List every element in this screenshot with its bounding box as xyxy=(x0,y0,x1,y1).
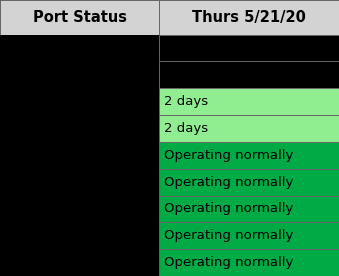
Bar xyxy=(0,115,159,142)
Text: Operating normally: Operating normally xyxy=(164,176,294,189)
Bar xyxy=(0,61,159,88)
Bar xyxy=(0,88,159,115)
Text: 2 days: 2 days xyxy=(164,95,208,108)
Text: Operating normally: Operating normally xyxy=(164,149,294,162)
Bar xyxy=(0,0,159,34)
Text: Operating normally: Operating normally xyxy=(164,229,294,242)
Bar xyxy=(159,142,339,169)
Bar xyxy=(0,169,159,195)
Text: 2 days: 2 days xyxy=(164,122,208,135)
Bar xyxy=(159,169,339,195)
Bar xyxy=(0,34,159,61)
Text: Thurs 5/21/20: Thurs 5/21/20 xyxy=(192,10,306,25)
Bar xyxy=(0,249,159,276)
Bar xyxy=(159,88,339,115)
Text: Operating normally: Operating normally xyxy=(164,256,294,269)
Text: Port Status: Port Status xyxy=(33,10,127,25)
Bar xyxy=(159,61,339,88)
Bar xyxy=(159,222,339,249)
Bar xyxy=(0,142,159,169)
Bar xyxy=(0,195,159,222)
Bar xyxy=(159,34,339,61)
Bar xyxy=(159,249,339,276)
Bar xyxy=(159,195,339,222)
Text: Operating normally: Operating normally xyxy=(164,202,294,215)
Bar xyxy=(159,115,339,142)
Bar xyxy=(159,0,339,34)
Bar xyxy=(0,222,159,249)
